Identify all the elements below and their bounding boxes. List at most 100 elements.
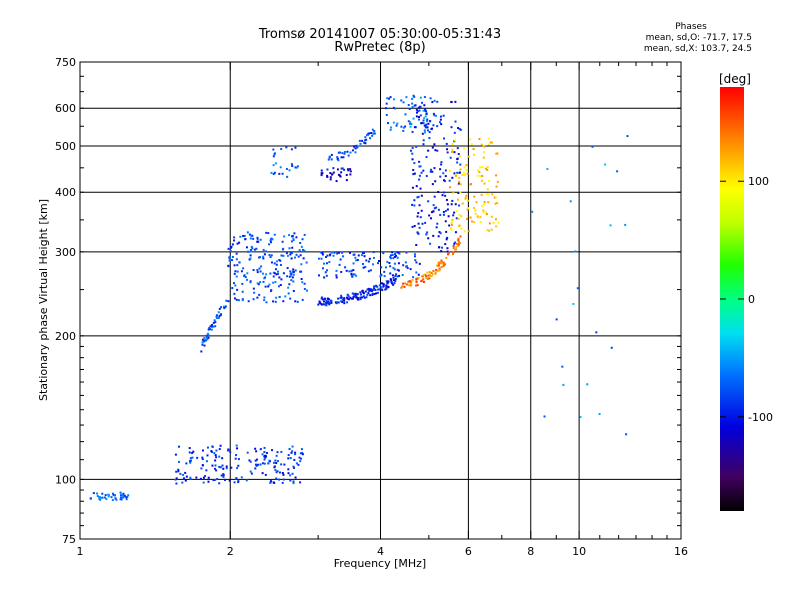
data-point [344,266,347,269]
data-point [112,494,115,497]
data-point [389,254,392,257]
data-point [459,168,462,171]
data-point [446,208,449,211]
data-point [425,123,428,126]
data-point [320,297,323,300]
data-point [442,172,445,175]
data-point [459,191,462,194]
data-point [242,234,245,237]
data-point [413,253,416,256]
data-point [440,250,443,253]
data-point [207,334,210,337]
data-point [379,275,382,278]
data-point [214,321,217,324]
data-point [328,303,331,306]
data-point [371,292,374,295]
data-point [446,236,449,239]
y-tick-label: 750 [55,56,76,69]
data-point [218,315,221,318]
data-point [104,496,107,499]
data-point [492,221,495,224]
data-point [395,251,398,254]
data-point [278,471,281,474]
data-point [340,171,343,174]
data-point [437,270,440,273]
data-point [115,498,118,501]
data-point [457,217,460,220]
data-point [360,254,363,257]
data-point [242,267,245,270]
data-point [426,271,429,274]
y-tick-label: 600 [55,102,76,115]
data-point [340,270,343,273]
data-point [289,297,292,300]
data-point [431,127,434,130]
data-point [569,200,572,203]
data-point [432,234,435,237]
data-point [574,250,577,253]
data-point [438,121,441,124]
data-point [437,246,440,249]
data-point [458,224,461,227]
data-point [233,292,236,295]
data-point [488,180,491,183]
data-point [259,448,262,451]
data-point [456,157,459,160]
data-point [495,225,498,228]
data-point [473,153,476,156]
data-point [394,107,397,110]
data-point [269,256,272,259]
data-point [385,102,388,105]
data-point [413,95,416,98]
data-point [354,147,357,150]
data-point [177,470,180,473]
data-point [237,458,240,461]
data-point [405,283,408,286]
data-point [208,328,211,331]
data-point [270,241,273,244]
data-point [450,100,453,103]
data-point [368,288,371,291]
data-point [201,456,204,459]
data-point [428,277,431,280]
data-point [346,293,349,296]
data-point [389,272,392,275]
data-point [490,228,493,231]
data-point [423,96,426,99]
data-point [453,248,456,251]
data-point [457,237,460,240]
data-point [262,280,265,283]
data-point [321,267,324,270]
data-point [356,292,359,295]
data-point [445,198,448,201]
data-point [446,253,449,256]
data-point [278,172,281,175]
data-point [394,254,397,257]
data-point [236,447,239,450]
data-point [353,295,356,298]
data-point [491,141,494,144]
data-point [281,472,284,475]
data-point [418,226,421,229]
data-point [250,472,253,475]
data-point [440,163,443,166]
data-point [299,481,302,484]
data-point [262,257,265,260]
data-point [453,211,456,214]
data-point [291,445,294,448]
data-point [438,269,441,272]
data-point [256,240,259,243]
data-point [411,278,414,281]
data-point [301,238,304,241]
data-point [385,113,388,116]
data-point [369,288,372,291]
data-point [262,272,265,275]
data-point [435,226,438,229]
data-point [207,480,210,483]
data-point [382,252,385,255]
data-point [418,118,421,121]
data-point [273,272,276,275]
data-point [288,169,291,172]
data-point [248,233,251,236]
data-point [414,104,417,107]
